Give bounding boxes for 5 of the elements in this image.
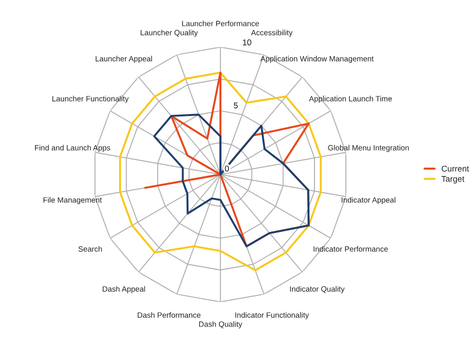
legend-label: Target (441, 176, 464, 184)
legend-label: Current (442, 166, 470, 172)
y-tick-label: 5 (234, 102, 238, 108)
y-tick-label: 10 (242, 39, 252, 46)
y-tick-label: 0 (224, 166, 229, 172)
